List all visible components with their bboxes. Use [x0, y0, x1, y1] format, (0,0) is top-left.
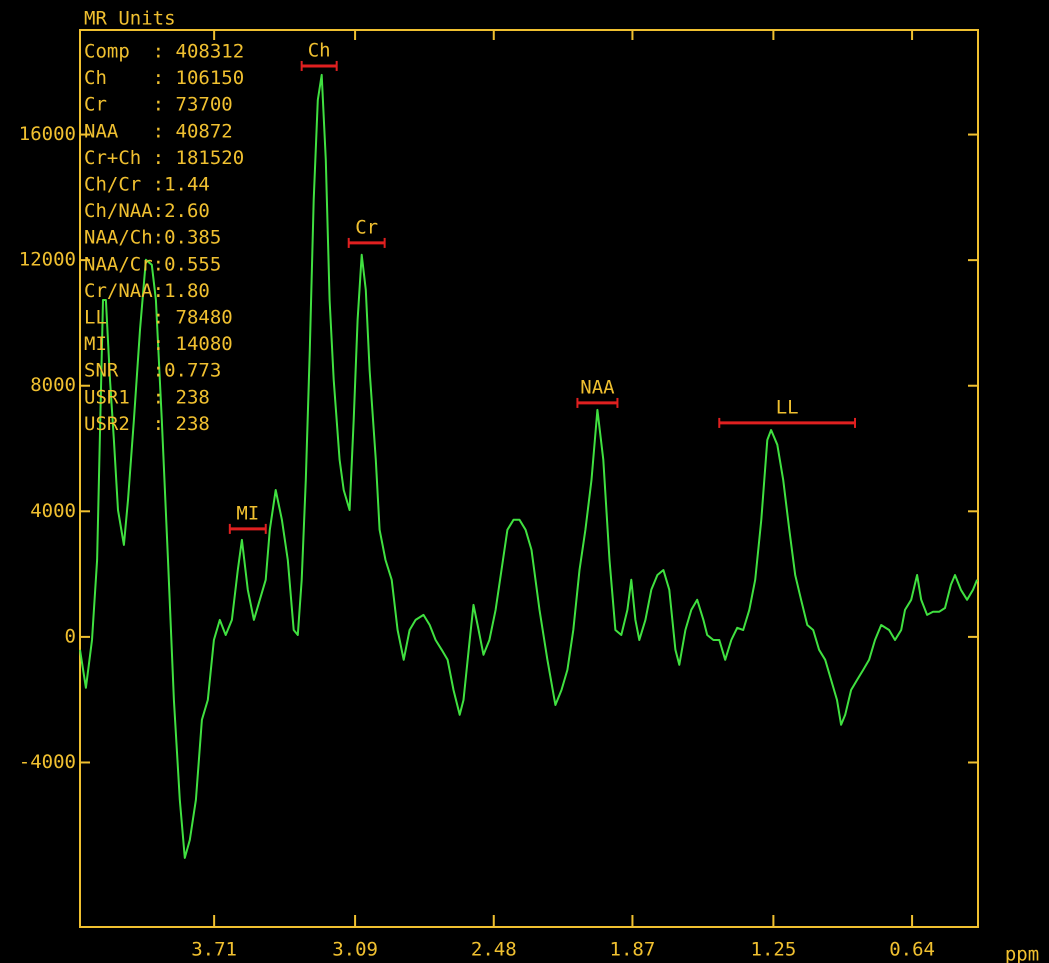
spectrum-line — [79, 73, 979, 859]
readout-line: Ch : 106150 — [84, 67, 244, 89]
y-axis-label: MR Units — [84, 8, 176, 30]
y-tick-label: 8000 — [30, 374, 76, 396]
readout-line: Ch/NAA:2.60 — [84, 200, 210, 222]
readout-line: USR1 : 238 — [84, 386, 210, 408]
peak-label: NAA — [580, 376, 615, 398]
y-tick-label: 0 — [65, 625, 76, 647]
peak-label: MI — [236, 502, 259, 524]
y-tick-label: 4000 — [30, 500, 76, 522]
readout-line: Cr+Ch : 181520 — [84, 147, 244, 169]
readout-line: Comp : 408312 — [84, 41, 244, 63]
y-tick-label: 12000 — [19, 249, 76, 271]
readout-line: MI : 14080 — [84, 333, 233, 355]
readout-line: NAA : 40872 — [84, 120, 233, 142]
y-tick-label: -4000 — [19, 751, 76, 773]
peak-label: LL — [776, 396, 799, 418]
x-tick-label: 3.09 — [332, 939, 378, 961]
readout-line: Ch/Cr :1.44 — [84, 174, 210, 196]
x-tick-label: 2.48 — [471, 939, 517, 961]
y-tick-label: 16000 — [19, 123, 76, 145]
peak-label: Ch — [308, 39, 331, 61]
plot-frame — [79, 29, 979, 928]
x-tick-label: 3.71 — [191, 939, 237, 961]
readout-line: NAA/Cr:0.555 — [84, 253, 221, 275]
readout-line: NAA/Ch:0.385 — [84, 227, 221, 249]
readout-line: Cr/NAA:1.80 — [84, 280, 210, 302]
x-tick-label: 0.64 — [889, 939, 935, 961]
readout-line: Cr : 73700 — [84, 94, 233, 116]
readout-line: USR2 : 238 — [84, 413, 210, 435]
x-tick-label: 1.87 — [610, 939, 656, 961]
readout-line: LL : 78480 — [84, 307, 233, 329]
readout-line: SNR :0.773 — [84, 360, 221, 382]
x-tick-label: 1.25 — [751, 939, 797, 961]
x-axis-label: ppm — [1005, 944, 1039, 963]
peak-label: Cr — [355, 216, 378, 238]
